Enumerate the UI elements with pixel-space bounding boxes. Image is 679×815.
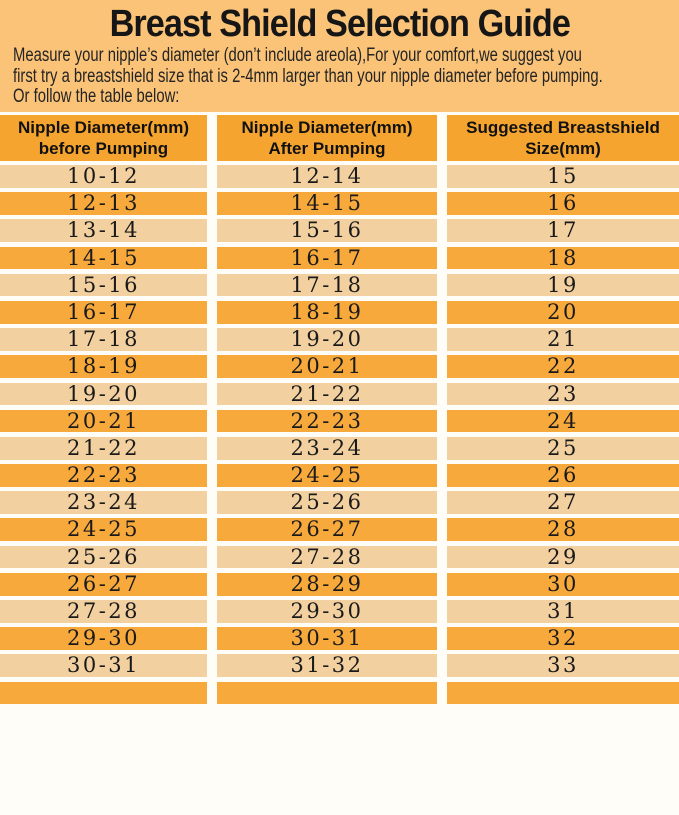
- table-row: 20-21 22-23 24: [0, 409, 679, 433]
- table-cell: 28-29: [217, 572, 437, 596]
- column-header-line: before Pumping: [38, 138, 169, 158]
- table-cell: 31-32: [217, 654, 437, 678]
- table-cell: [447, 681, 679, 705]
- table-row: 29-30 30-31 32: [0, 627, 679, 650]
- table-cell: [217, 681, 437, 705]
- table-cell: 14-15: [217, 192, 437, 215]
- table-cell: 18: [447, 246, 679, 270]
- table-row: 12-13 14-15 16: [0, 192, 679, 215]
- table-cell: 17: [447, 219, 679, 243]
- table-row: 24-25 26-27 28: [0, 518, 679, 542]
- table-cell: 21-22: [0, 436, 207, 460]
- table-cell: 20-21: [0, 409, 207, 433]
- table-cell: 26: [447, 464, 679, 487]
- table-cell: 15: [447, 165, 679, 188]
- table-cell: 22-23: [0, 464, 207, 487]
- column-header-line: Suggested Breastshield: [466, 117, 660, 137]
- table-cell: 30-31: [0, 654, 207, 678]
- table-cell: [0, 681, 207, 705]
- table-row: 15-16 17-18 19: [0, 273, 679, 297]
- table-cell: 19-20: [0, 382, 207, 406]
- column-header-suggested-size: Suggested Breastshield Size(mm): [447, 114, 679, 161]
- intro-line-1: Measure your nipple’s diameter (don’t in…: [13, 45, 582, 66]
- intro-line-2: first try a breastshield size that is 2-…: [13, 65, 603, 87]
- table-cell: 13-14: [0, 219, 207, 243]
- table-cell: 21: [447, 328, 679, 351]
- table-cell: 17-18: [217, 273, 437, 297]
- table-row: 17-18 19-20 21: [0, 328, 679, 351]
- table-cell: 16-17: [217, 246, 437, 270]
- table-cell: 16-17: [0, 300, 207, 324]
- size-guide-table: Nipple Diameter(mm) before Pumping Nippl…: [0, 111, 679, 815]
- page-title: Breast Shield Selection Guide: [109, 2, 570, 45]
- table-cell: 25: [447, 436, 679, 460]
- table-cell: 27-28: [217, 545, 437, 569]
- table-cell: 12-14: [217, 165, 437, 188]
- column-header-line: After Pumping: [268, 138, 386, 158]
- table-cell: 23: [447, 382, 679, 406]
- table-cell: 24-25: [217, 464, 437, 487]
- table-cell: 22: [447, 355, 679, 378]
- table-cell: 30: [447, 572, 679, 596]
- table-row: 10-12 12-14 15: [0, 165, 679, 188]
- table-header-row: Nipple Diameter(mm) before Pumping Nippl…: [0, 114, 679, 161]
- page-header: Breast Shield Selection Guide: [0, 0, 679, 45]
- table-row: 30-31 31-32 33: [0, 654, 679, 678]
- table-cell: 29: [447, 545, 679, 569]
- table-cell: 32: [447, 627, 679, 650]
- table-cell: 27-28: [0, 600, 207, 623]
- table-cell: 33: [447, 654, 679, 678]
- table-cell: 22-23: [217, 409, 437, 433]
- table-cell: 21-22: [217, 382, 437, 406]
- table-cell: 15-16: [217, 219, 437, 243]
- table-row: 18-19 20-21 22: [0, 355, 679, 378]
- table-row: 25-26 27-28 29: [0, 545, 679, 569]
- table-cell: 23-24: [0, 491, 207, 514]
- table-cell: 12-13: [0, 192, 207, 215]
- table-cell: 15-16: [0, 273, 207, 297]
- intro-line-3: Or follow the table below:: [13, 86, 180, 107]
- table-row: 21-22 23-24 25: [0, 436, 679, 460]
- table-row: 16-17 18-19 20: [0, 300, 679, 324]
- table-cell: 18-19: [0, 355, 207, 378]
- table-cell: 20: [447, 300, 679, 324]
- table-row: 27-28 29-30 31: [0, 600, 679, 623]
- table-row: 13-14 15-16 17: [0, 219, 679, 243]
- table-cell: 19: [447, 273, 679, 297]
- table-cell: 25-26: [0, 545, 207, 569]
- table-cell: 26-27: [0, 572, 207, 596]
- table-cell: 18-19: [217, 300, 437, 324]
- column-header-after-pumping: Nipple Diameter(mm) After Pumping: [217, 114, 437, 161]
- table-cell: 10-12: [0, 165, 207, 188]
- table-cell: 14-15: [0, 246, 207, 270]
- table-cell: 25-26: [217, 491, 437, 514]
- table-row: 19-20 21-22 23: [0, 382, 679, 406]
- table-cell: 24: [447, 409, 679, 433]
- table-row: 14-15 16-17 18: [0, 246, 679, 270]
- table-cell: 20-21: [217, 355, 437, 378]
- table-row: 22-23 24-25 26: [0, 464, 679, 487]
- column-header-line: Size(mm): [525, 138, 601, 158]
- table-row-partial: [0, 681, 679, 705]
- table-cell: 31: [447, 600, 679, 623]
- table-cell: 29-30: [0, 627, 207, 650]
- table-cell: 17-18: [0, 328, 207, 351]
- table-row: 23-24 25-26 27: [0, 491, 679, 514]
- table-row: 26-27 28-29 30: [0, 572, 679, 596]
- table-cell: 28: [447, 518, 679, 542]
- intro-text: Measure your nipple’s diameter (don’t in…: [13, 45, 679, 108]
- column-header-line: Nipple Diameter(mm): [241, 117, 413, 137]
- table-cell: 23-24: [217, 436, 437, 460]
- table-cell: 26-27: [217, 518, 437, 542]
- table-cell: 30-31: [217, 627, 437, 650]
- table-cell: 27: [447, 491, 679, 514]
- column-header-line: Nipple Diameter(mm): [18, 117, 189, 137]
- table-body: 10-12 12-14 15 12-13 14-15 16 13-14 15-16 17 14-1…: [0, 165, 679, 678]
- table-cell: 19-20: [217, 328, 437, 351]
- table-cell: 24-25: [0, 518, 207, 542]
- column-header-before-pumping: Nipple Diameter(mm) before Pumping: [0, 114, 207, 161]
- table-cell: 29-30: [217, 600, 437, 623]
- table-cell: 16: [447, 192, 679, 215]
